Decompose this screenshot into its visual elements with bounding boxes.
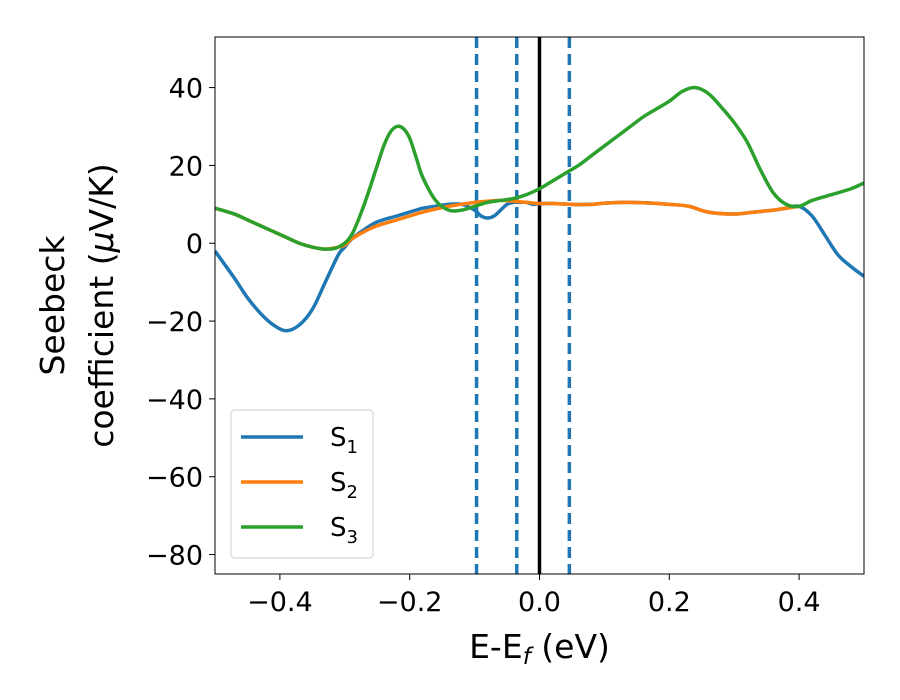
legend-label-s3: S3	[330, 513, 358, 548]
series-line-s3	[215, 85, 864, 251]
x-tick-label: 0.2	[648, 587, 691, 618]
y-tick-label: −80	[146, 541, 203, 572]
y-axis-label-mu: μ	[82, 231, 121, 253]
y-tick-label: 40	[169, 74, 203, 105]
x-axis-label-unit: (eV)	[531, 627, 610, 666]
x-axis-label: E-Ef (eV)	[469, 627, 610, 670]
legend-box	[230, 409, 374, 559]
x-tick-label: −0.4	[247, 587, 313, 618]
x-tick-label: −0.2	[377, 587, 443, 618]
series-line-s2	[215, 198, 800, 251]
y-tick-label: 0	[186, 229, 203, 260]
y-axis-label-line1: Seebeck	[33, 235, 72, 376]
legend-label-s2: S2	[330, 468, 358, 503]
x-axis-label-sub: f	[523, 644, 534, 670]
y-axis-label-post: V/K)	[82, 163, 121, 231]
x-tick-label: 0.0	[518, 587, 561, 618]
legend-label-s1: S1	[330, 423, 358, 458]
y-tick-label: −20	[146, 307, 203, 338]
y-tick-label: −60	[146, 463, 203, 494]
y-axis-label-pre: coefficient (	[82, 252, 121, 447]
x-tick-label: 0.4	[778, 587, 821, 618]
x-axis-label-main: E-E	[469, 627, 523, 666]
y-tick-label: −40	[146, 385, 203, 416]
y-axis-label-line2: coefficient (μV/K)	[82, 163, 121, 448]
y-tick-label: 20	[169, 151, 203, 182]
legend: S1 S2 S3	[230, 409, 374, 559]
